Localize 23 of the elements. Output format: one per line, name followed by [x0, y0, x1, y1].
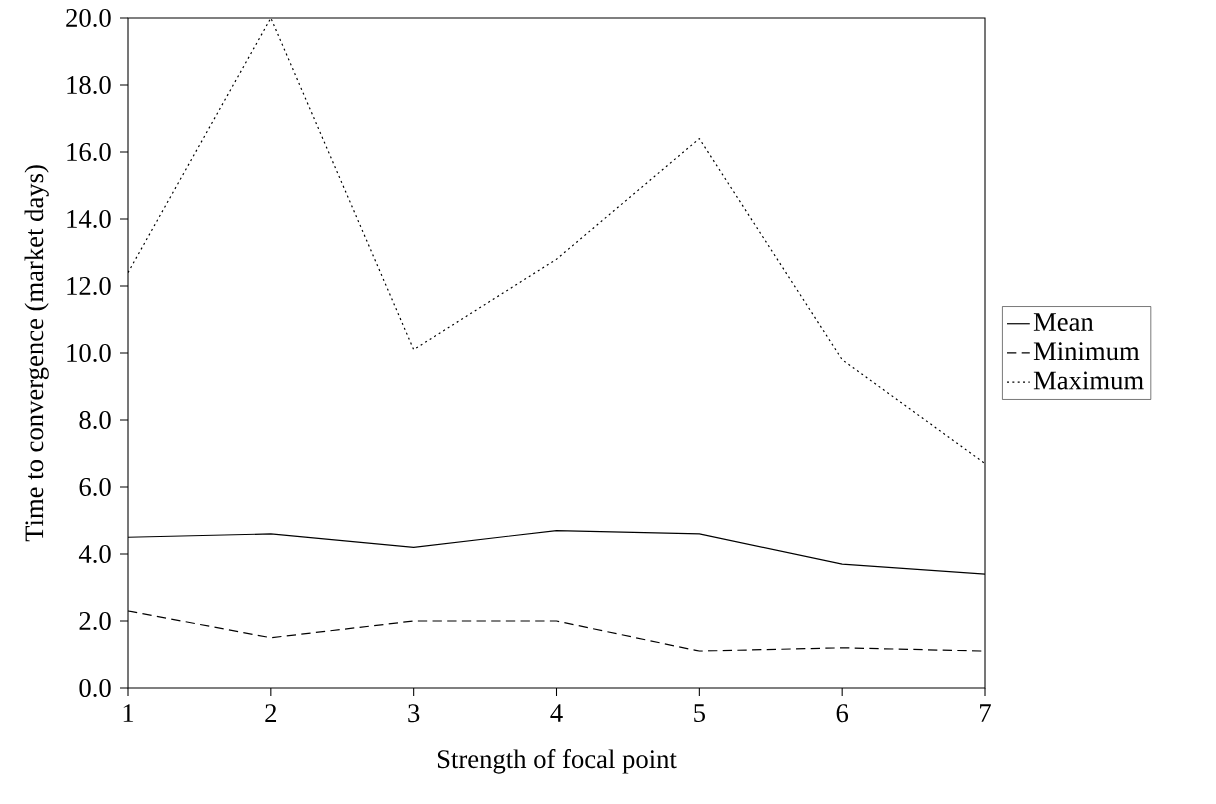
x-tick-label: 7 — [980, 704, 991, 722]
y-tick-label: 2.0 — [79, 611, 111, 631]
legend-label: Mean — [1033, 313, 1094, 331]
y-tick-label: 16.0 — [67, 142, 111, 162]
y-tick-label: 0.0 — [79, 678, 111, 698]
y-tick-label: 8.0 — [79, 410, 111, 430]
y-axis-title: Time to convergence (market days) — [24, 165, 49, 542]
y-tick-label: 4.0 — [78, 544, 111, 564]
y-tick-label: 14.0 — [67, 209, 111, 229]
x-tick-label: 5 — [694, 704, 705, 722]
x-tick-label: 3 — [408, 704, 420, 723]
x-tick-label: 2 — [265, 704, 277, 722]
legend-label: Maximum — [1033, 371, 1144, 390]
y-tick-label: 12.0 — [67, 276, 111, 296]
x-tick-label: 6 — [836, 704, 849, 723]
y-tick-label: 6.0 — [79, 477, 111, 497]
x-tick-label: 1 — [123, 704, 134, 722]
y-tick-label: 10.0 — [67, 343, 111, 363]
y-tick-label: 20.0 — [66, 8, 111, 28]
x-tick-label: 4 — [550, 704, 563, 722]
y-tick-label: 18.0 — [67, 75, 111, 95]
x-axis-title: Strength of focal point — [437, 749, 677, 774]
legend-label: Minimum — [1033, 342, 1140, 361]
